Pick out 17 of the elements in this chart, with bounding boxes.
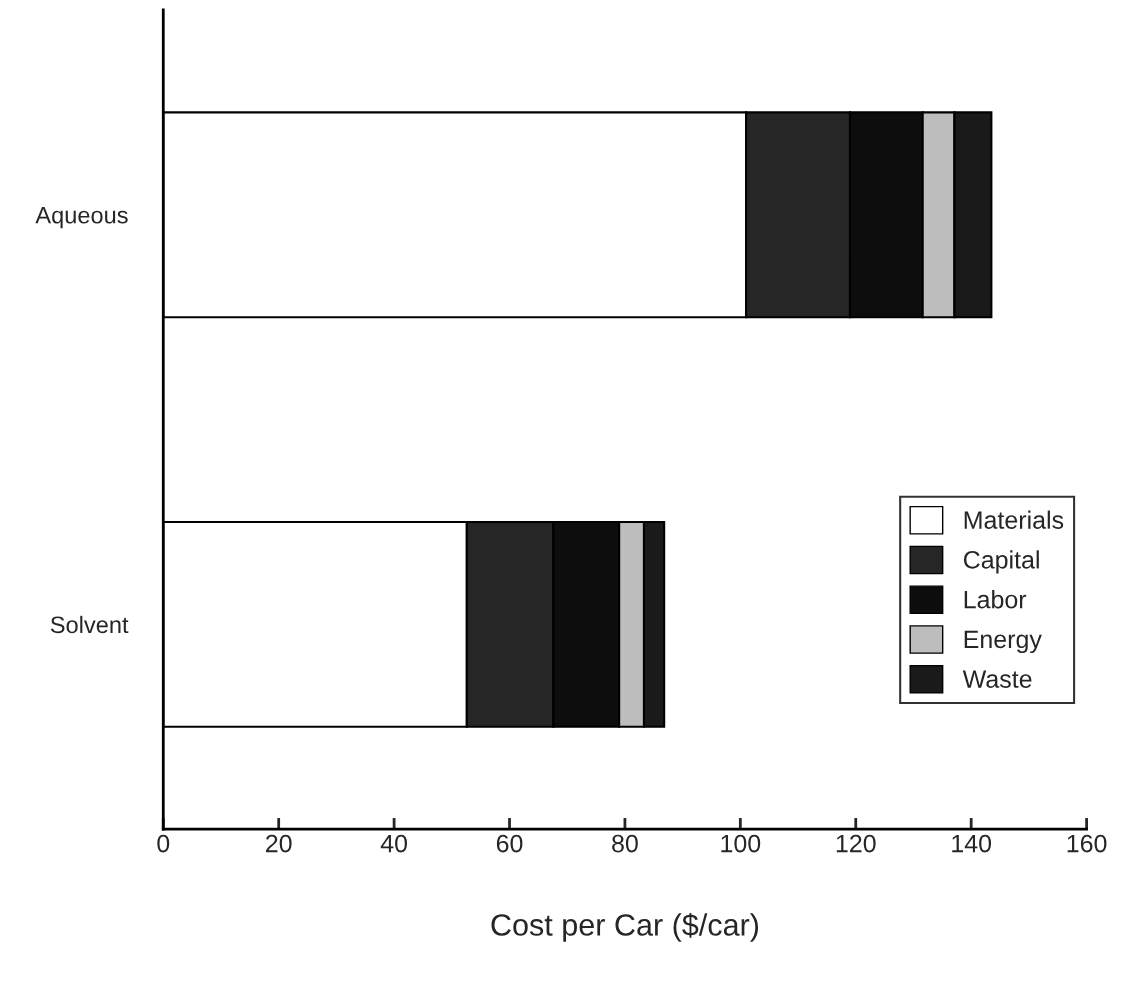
x-tick-label: 60 bbox=[496, 834, 523, 853]
x-tick-label: 20 bbox=[266, 834, 292, 853]
y-tick-label: Aqueous bbox=[35, 207, 128, 229]
x-tick-label: 100 bbox=[721, 834, 761, 853]
x-tick-label: 80 bbox=[612, 834, 638, 853]
legend-label: Energy bbox=[964, 630, 1042, 654]
x-tick-label: 140 bbox=[952, 834, 992, 853]
legend-label: Materials bbox=[964, 510, 1064, 529]
x-tick-label: 0 bbox=[157, 834, 170, 853]
x-tick-label: 160 bbox=[1067, 834, 1107, 853]
x-tick-label: 120 bbox=[836, 834, 876, 853]
x-tick-label: 40 bbox=[380, 834, 408, 853]
x-axis-title: Cost per Car ($/car) bbox=[491, 912, 759, 942]
legend-label: Capital bbox=[963, 550, 1039, 574]
legend-label: Waste bbox=[962, 670, 1032, 688]
legend-label: Labor bbox=[964, 590, 1027, 609]
y-tick-label: Solvent bbox=[50, 615, 129, 634]
